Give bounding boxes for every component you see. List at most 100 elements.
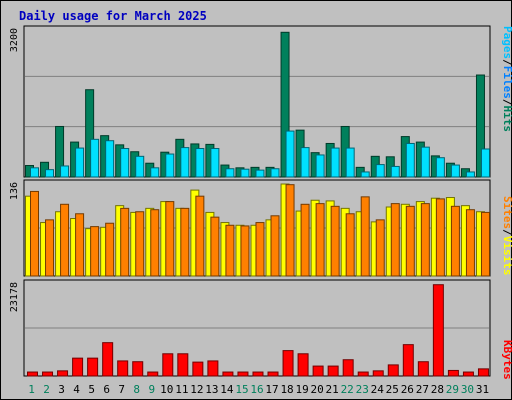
legend-middle-part-0: Sites (501, 196, 512, 229)
bar-kbytes-4 (72, 357, 84, 377)
bar-sites-29 (450, 205, 460, 277)
chart-title: Daily usage for March 2025 (19, 9, 207, 23)
bar-sites-5 (90, 226, 100, 277)
legend-middle-part-2: Visits (501, 236, 512, 276)
bar-hits-31 (475, 74, 485, 178)
bar-files-21 (330, 147, 340, 178)
x-tick-label-3: 3 (58, 383, 65, 396)
bar-kbytes-22 (342, 359, 354, 377)
x-tick-label-9: 9 (148, 383, 155, 396)
bar-kbytes-12 (192, 361, 204, 377)
bar-kbytes-9 (147, 371, 159, 377)
bar-sites-20 (315, 203, 325, 277)
legend-top: Pages/Files/Hits (501, 26, 512, 132)
bar-files-19 (300, 147, 310, 178)
bar-files-11 (180, 147, 190, 178)
bar-kbytes-16 (252, 371, 264, 377)
bar-files-31 (480, 148, 490, 178)
bar-files-28 (435, 157, 445, 178)
bar-files-12 (195, 148, 205, 178)
x-tick-label-8: 8 (133, 383, 140, 396)
bar-files-22 (345, 147, 355, 178)
x-tick-label-12: 12 (190, 383, 203, 396)
legend-middle-part-1: / (501, 229, 512, 236)
legend-top-part-4: Hits (501, 106, 512, 133)
legend-bottom: KBytes (501, 340, 512, 380)
bar-sites-8 (135, 211, 145, 277)
y-max-label-bottom: 23178 (9, 282, 20, 312)
x-tick-label-11: 11 (175, 383, 188, 396)
bar-kbytes-8 (132, 361, 144, 377)
legend-middle: Sites/Visits (501, 196, 512, 276)
x-tick-label-28: 28 (431, 383, 444, 396)
y-max-label-middle: 136 (9, 182, 20, 200)
bar-sites-19 (300, 203, 310, 277)
legend-top-part-2: Files (501, 66, 512, 99)
bar-sites-27 (420, 203, 430, 277)
bar-files-15 (240, 168, 250, 178)
bar-sites-31 (480, 211, 490, 277)
bar-kbytes-26 (402, 344, 414, 377)
bar-hits-5 (85, 89, 95, 178)
bar-kbytes-3 (57, 370, 69, 377)
x-tick-label-1: 1 (28, 383, 35, 396)
bar-sites-24 (375, 219, 385, 277)
bar-files-9 (150, 167, 160, 178)
bar-files-13 (210, 148, 220, 178)
bar-kbytes-19 (297, 353, 309, 377)
bar-kbytes-1 (27, 371, 38, 377)
bar-hits-18 (280, 31, 290, 178)
x-tick-label-4: 4 (73, 383, 80, 396)
bar-sites-25 (390, 203, 400, 277)
bar-kbytes-28 (432, 284, 444, 377)
bar-kbytes-29 (447, 369, 459, 377)
bar-sites-22 (345, 213, 355, 277)
x-tick-label-22: 22 (341, 383, 354, 396)
bar-kbytes-5 (87, 357, 99, 377)
bar-kbytes-10 (162, 353, 174, 377)
x-tick-label-30: 30 (461, 383, 474, 396)
x-tick-label-18: 18 (280, 383, 293, 396)
x-tick-label-21: 21 (326, 383, 339, 396)
bar-kbytes-15 (237, 371, 249, 377)
bar-sites-16 (255, 222, 265, 277)
bar-sites-15 (240, 225, 250, 277)
bar-kbytes-30 (462, 371, 474, 377)
x-tick-label-7: 7 (118, 383, 125, 396)
bar-sites-21 (330, 205, 340, 277)
bar-sites-13 (210, 216, 220, 277)
bar-kbytes-31 (477, 368, 489, 377)
bar-sites-17 (270, 215, 280, 277)
bar-kbytes-2 (42, 371, 54, 377)
bar-kbytes-13 (207, 360, 219, 377)
bar-files-26 (405, 142, 415, 178)
bar-kbytes-27 (417, 361, 429, 377)
bar-sites-1 (30, 190, 39, 277)
bar-sites-28 (435, 198, 445, 277)
bar-files-3 (60, 165, 70, 178)
bar-sites-3 (60, 203, 70, 277)
bar-files-5 (90, 138, 100, 178)
bar-sites-10 (165, 201, 175, 277)
bar-files-30 (465, 171, 475, 178)
x-tick-label-14: 14 (220, 383, 234, 396)
x-tick-label-10: 10 (160, 383, 173, 396)
bar-sites-4 (75, 213, 85, 277)
bar-sites-9 (150, 209, 160, 277)
bar-sites-2 (45, 219, 55, 277)
y-max-label-top: 3200 (9, 28, 20, 52)
bar-files-24 (375, 164, 385, 178)
x-tick-label-24: 24 (371, 383, 385, 396)
x-tick-label-5: 5 (88, 383, 95, 396)
bar-kbytes-20 (312, 365, 324, 377)
bar-files-4 (75, 147, 85, 178)
x-tick-label-2: 2 (43, 383, 50, 396)
bar-sites-14 (225, 224, 235, 277)
bar-sites-11 (180, 207, 190, 277)
x-tick-label-27: 27 (416, 383, 429, 396)
x-tick-label-26: 26 (401, 383, 414, 396)
bar-files-6 (105, 140, 115, 178)
x-tick-label-16: 16 (250, 383, 263, 396)
bar-sites-7 (120, 207, 130, 277)
x-tick-label-15: 15 (235, 383, 248, 396)
